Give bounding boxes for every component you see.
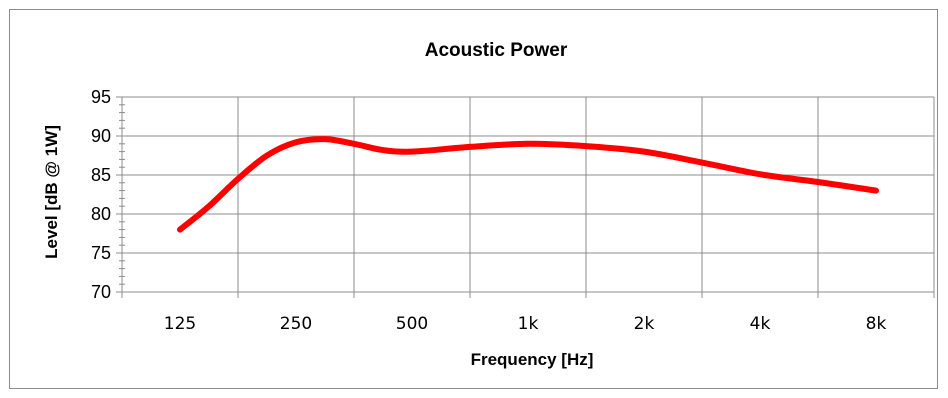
x-tick-label: 1k bbox=[518, 314, 539, 334]
y-tick-label: 90 bbox=[91, 126, 111, 146]
y-tick-label: 80 bbox=[91, 204, 111, 224]
x-tick-label: 8k bbox=[866, 314, 887, 334]
x-tick-label: 2k bbox=[634, 314, 655, 334]
x-tick-label: 250 bbox=[280, 314, 312, 334]
x-tick-label: 500 bbox=[396, 314, 428, 334]
x-tick-label: 4k bbox=[750, 314, 771, 334]
x-tick-labels: 125 250 500 1k 2k 4k 8k bbox=[164, 314, 887, 334]
y-tick-label: 95 bbox=[91, 87, 111, 107]
grid bbox=[122, 96, 935, 292]
chart-title: Acoustic Power bbox=[425, 40, 568, 61]
chart-frame: Acoustic Power 70 75 80 85 90 95 125 250 500 1k 2… bbox=[9, 9, 938, 389]
y-tick-labels: 70 75 80 85 90 95 bbox=[91, 87, 111, 302]
y-tick-label: 85 bbox=[91, 165, 111, 185]
x-axis-title: Frequency [Hz] bbox=[471, 350, 594, 369]
series-layer bbox=[177, 136, 879, 233]
y-tick-label: 75 bbox=[91, 243, 111, 263]
axes bbox=[116, 96, 935, 298]
series-line bbox=[177, 136, 879, 233]
y-tick-label: 70 bbox=[91, 282, 111, 302]
x-tick-label: 125 bbox=[164, 314, 196, 334]
y-axis-title: Level [dB @ 1W] bbox=[42, 125, 61, 259]
chart-svg: Acoustic Power 70 75 80 85 90 95 125 250 500 1k 2… bbox=[42, 40, 935, 369]
